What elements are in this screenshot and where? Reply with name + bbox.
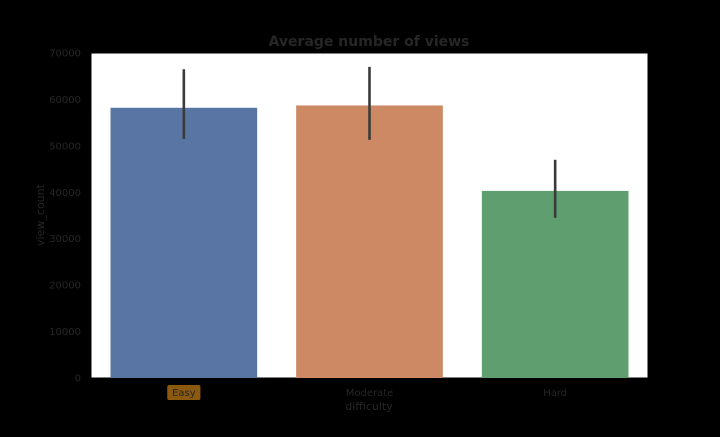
y-tick-label: 50000 <box>49 141 81 152</box>
y-tick-label: 30000 <box>49 234 81 245</box>
chart-title: Average number of views <box>269 34 470 50</box>
y-tick-label: 70000 <box>49 49 81 60</box>
bars <box>110 105 629 379</box>
bar <box>481 190 629 378</box>
y-tick-label: 40000 <box>49 188 81 199</box>
x-axis-label: difficulty <box>345 400 393 413</box>
error-bars <box>182 66 557 218</box>
x-tick-highlight <box>167 385 201 400</box>
y-tick-label: 20000 <box>49 281 81 292</box>
y-axis-ticks: 0 10000 20000 30000 40000 50000 60000 70000 <box>49 49 81 385</box>
x-tick-label: Hard <box>543 388 567 399</box>
y-tick-label: 60000 <box>49 95 81 106</box>
x-tick-label: Moderate <box>346 388 394 399</box>
y-axis-label: view_count <box>34 183 47 246</box>
bar <box>296 105 443 378</box>
x-tick-label: Easy <box>172 388 196 399</box>
x-axis-ticks: Easy Moderate Hard <box>167 385 567 400</box>
y-tick-label: 10000 <box>49 327 81 338</box>
y-tick-label: 0 <box>75 374 81 385</box>
bar <box>110 107 258 379</box>
